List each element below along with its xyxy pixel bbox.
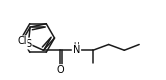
Text: Cl: Cl [17, 36, 27, 46]
Text: O: O [56, 65, 64, 75]
Text: S: S [25, 39, 31, 49]
Text: H: H [74, 42, 79, 51]
Text: N: N [73, 45, 80, 55]
